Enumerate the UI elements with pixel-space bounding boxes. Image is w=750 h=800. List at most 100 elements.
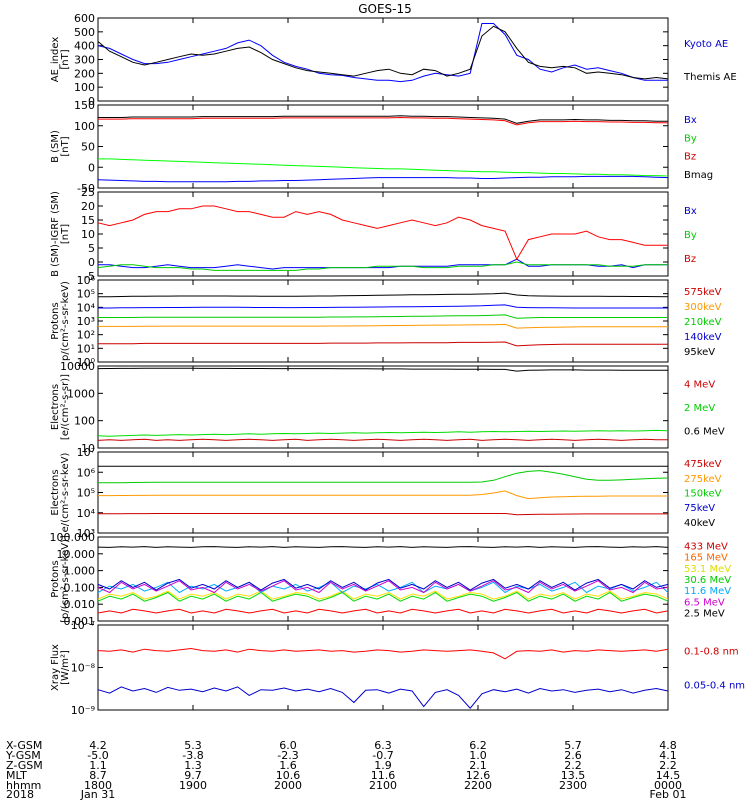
x-axis-value: 2000: [274, 779, 302, 792]
y-tick-label: -50: [77, 182, 95, 195]
y-tick-label: 10⁰: [77, 356, 96, 369]
series-line-30-6-mev: [97, 591, 669, 602]
legend-entry: Bx: [684, 206, 697, 217]
y-tick-label: 10³: [77, 315, 95, 328]
x-axis-value: 1.1: [89, 759, 107, 772]
series-line-themis-ae: [97, 25, 669, 80]
x-axis-value: -0.7: [372, 749, 393, 762]
y-tick-label: 50: [81, 141, 95, 154]
series-line-4-mev: [97, 438, 668, 441]
series-line-bx: [97, 175, 669, 183]
y-axis-label: [nT]: [60, 136, 71, 156]
x-axis-value: 10.6: [276, 769, 301, 782]
y-axis-label: [e/(cm²-s-sr)]: [60, 374, 71, 440]
legend-entry: By: [684, 133, 697, 144]
legend-entry: 575keV: [684, 287, 722, 298]
y-tick-label: -5: [84, 270, 95, 283]
x-axis-value: 6.0: [279, 739, 297, 752]
panel-2: -50 0 50 100 150 B (SM) [nT] Bx By Bz Bmag: [50, 99, 713, 195]
series-line-0-6-mev: [97, 367, 668, 372]
y-tick-label: 10000: [60, 360, 95, 373]
legend-entry: 210keV: [684, 317, 722, 328]
x-axis-value: 2.1: [469, 759, 487, 772]
y-tick-label: 10³: [77, 527, 95, 540]
legend-entry: Kyoto AE: [684, 39, 728, 50]
panel-frame: [97, 279, 669, 363]
panel-frame: [97, 17, 669, 102]
legend-entry: 0.05-0.4 nm: [684, 681, 745, 692]
y-tick-label: 10: [81, 228, 95, 241]
series-line-11-6-mev: [97, 581, 669, 594]
series-line-210kev: [98, 314, 668, 319]
y-tick-label: 200: [74, 67, 95, 80]
y-tick-label: 1.000: [64, 565, 96, 578]
y-tick-label: 10⁻⁹: [71, 704, 95, 717]
x-axis-row-label: MLT: [6, 769, 27, 782]
panel-frame: [97, 365, 669, 449]
y-tick-label: 10: [81, 442, 95, 455]
y-tick-label: 100: [74, 120, 95, 133]
x-axis-row-label: hhmm: [6, 779, 41, 792]
series-line-165-mev: [97, 608, 669, 614]
x-axis-value: 5.3: [184, 739, 202, 752]
y-tick-label: 1000: [67, 387, 95, 400]
y-tick-label: 0: [88, 161, 95, 174]
series-line-140kev: [98, 323, 668, 329]
panel-5: 10 100 1000 10000 Electrons [e/(cm²-s-sr)] 4 M…: [50, 360, 725, 455]
legend-entry: Themis AE: [683, 72, 737, 83]
series-line-575kev: [98, 292, 669, 298]
y-tick-label: 10⁻⁸: [71, 662, 96, 675]
y-tick-label: 0.001: [64, 615, 96, 628]
x-axis-value: Feb 01: [650, 788, 687, 800]
panel-frame: [97, 451, 669, 534]
x-axis-value: 1800: [84, 779, 112, 792]
y-tick-label: 0: [88, 256, 95, 269]
x-axis-value: -3.8: [182, 749, 203, 762]
legend-entry: 40keV: [684, 518, 715, 529]
series-line-0-05-0-4-nm: [97, 686, 669, 709]
legend-entry: Bx: [684, 115, 697, 126]
y-tick-label: 400: [74, 40, 95, 53]
legend-entry: 300keV: [684, 302, 722, 313]
y-axis-label: [W/m²]: [60, 650, 71, 685]
y-axis-label: p/(cm²-s-sr-keV): [60, 281, 71, 361]
y-axis-label: Protons: [50, 302, 61, 339]
legend-entry: 150keV: [684, 489, 722, 500]
y-axis-label: [nT]: [60, 224, 71, 244]
x-axis-row-label: 2018: [6, 788, 34, 800]
series-line-by: [98, 158, 669, 177]
series-line-300kev: [98, 304, 668, 309]
y-axis-label: Xray Flux: [50, 644, 61, 691]
panel-6: 10³ 10⁴ 10⁵ 10⁶ 10⁷ Electrons e/(cm²-s-sr-keV)…: [50, 446, 722, 540]
series-line-53-1-mev: [97, 590, 669, 600]
series-line-75kev: [98, 470, 669, 484]
legend-entry: 11.6 MeV: [684, 586, 731, 597]
y-tick-label: 15: [81, 214, 95, 227]
legend-entry: 2 MeV: [684, 403, 715, 414]
legend-entry: 140keV: [684, 332, 722, 343]
series-line-6-5-mev: [97, 580, 669, 594]
y-tick-label: 10⁶: [77, 466, 96, 479]
legend-entry: 6.5 MeV: [684, 597, 725, 608]
x-axis-value: 1900: [179, 779, 207, 792]
series-line-by: [97, 261, 668, 271]
panel-7: 0.001 0.010 0.100 1.000 10.000 100.000 Protons…: [50, 531, 732, 628]
y-tick-label: 300: [74, 54, 95, 67]
y-axis-label: Electrons: [50, 469, 61, 515]
series-line-150kev: [98, 490, 668, 500]
x-axis-value: 2.2: [564, 759, 582, 772]
panel-8: 10⁻⁹ 10⁻⁸ 10⁻⁷ Xray Flux [W/m²] 0.1-0.8 nm 0.0…: [50, 619, 745, 717]
y-tick-label: 10¹: [77, 342, 95, 355]
x-axis-value: 6.3: [374, 739, 392, 752]
y-tick-label: 10⁷: [77, 446, 95, 459]
x-axis-value: 11.6: [371, 769, 396, 782]
series-line-2-5-mev: [97, 578, 669, 591]
y-axis-label: B (SM)-IGRF (SM): [50, 191, 61, 277]
series-line-433-mev: [97, 546, 669, 548]
x-axis-value: 6.2: [469, 739, 487, 752]
y-tick-label: 10.000: [57, 548, 96, 561]
x-axis-row-label: Z-GSM: [6, 759, 43, 772]
x-axis-value: 1.9: [374, 759, 392, 772]
